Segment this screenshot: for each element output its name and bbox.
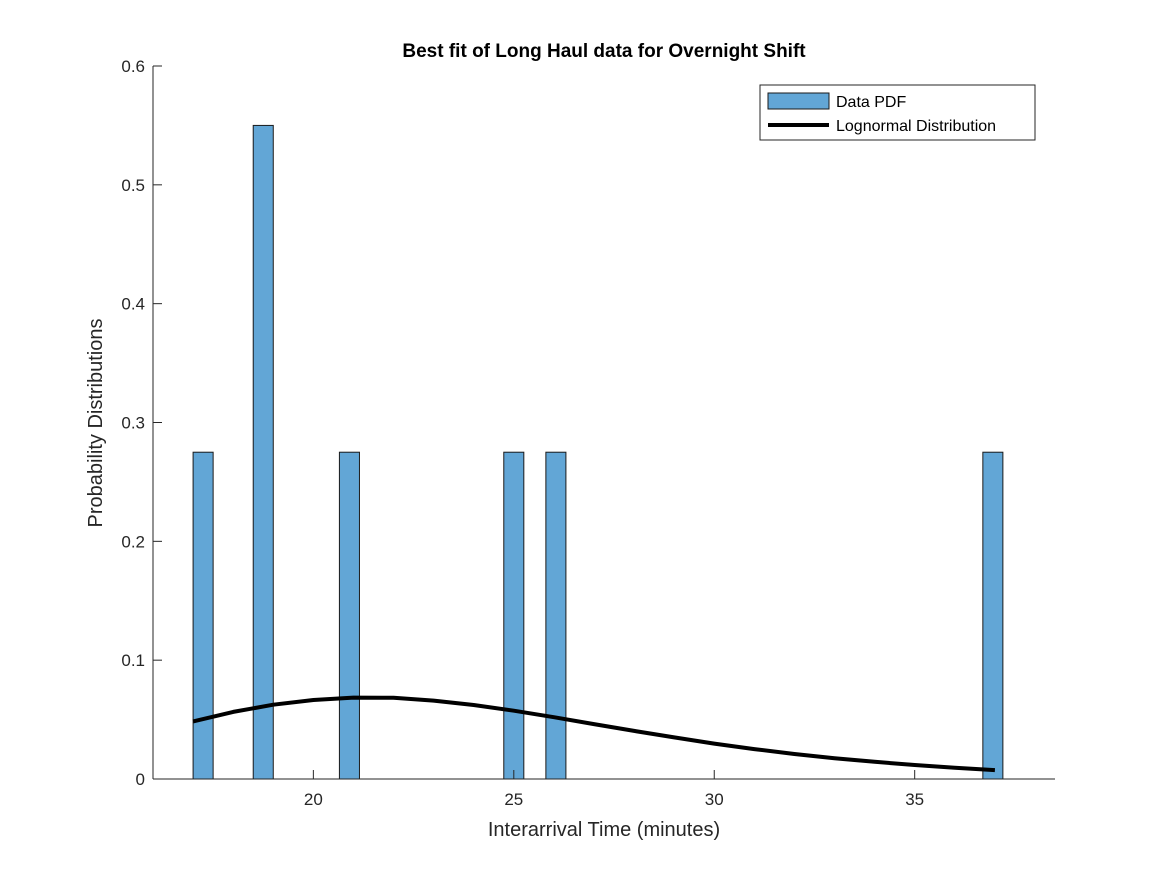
lognormal-curve	[192, 695, 996, 773]
y-tick-label: 0.5	[121, 176, 145, 195]
y-tick-label: 0.4	[121, 295, 145, 314]
legend: Data PDF Lognormal Distribution	[759, 84, 1036, 141]
bar-1	[252, 124, 274, 780]
bar-3	[503, 451, 525, 780]
x-tick-label: 30	[705, 790, 724, 809]
x-tick-label: 20	[304, 790, 323, 809]
bar-2	[338, 451, 360, 780]
y-tick-label: 0.1	[121, 651, 145, 670]
bar-5	[982, 451, 1004, 780]
legend-label-lognormal: Lognormal Distribution	[836, 118, 996, 135]
x-tick-label: 25	[504, 790, 523, 809]
y-tick-label: 0.2	[121, 532, 145, 551]
curve-group	[192, 695, 996, 773]
legend-label-data-pdf: Data PDF	[836, 94, 906, 111]
x-axis-label: Interarrival Time (minutes)	[488, 819, 720, 841]
x-tick-label: 35	[905, 790, 924, 809]
y-axis-label: Probability Distributions	[85, 319, 107, 528]
chart-title: Best fit of Long Haul data for Overnight…	[402, 41, 806, 62]
y-tick-label: 0.3	[121, 414, 145, 433]
bar-0	[192, 451, 214, 780]
y-tick-label: 0	[136, 770, 145, 789]
bars-group	[192, 124, 1004, 780]
bar-4	[545, 451, 567, 780]
legend-swatch-data-pdf	[767, 92, 830, 110]
y-tick-label: 0.6	[121, 57, 145, 76]
axes-group: 20 25 30 35 0 0.1 0.2 0.3 0.4 0.5 0.6	[121, 57, 1055, 809]
